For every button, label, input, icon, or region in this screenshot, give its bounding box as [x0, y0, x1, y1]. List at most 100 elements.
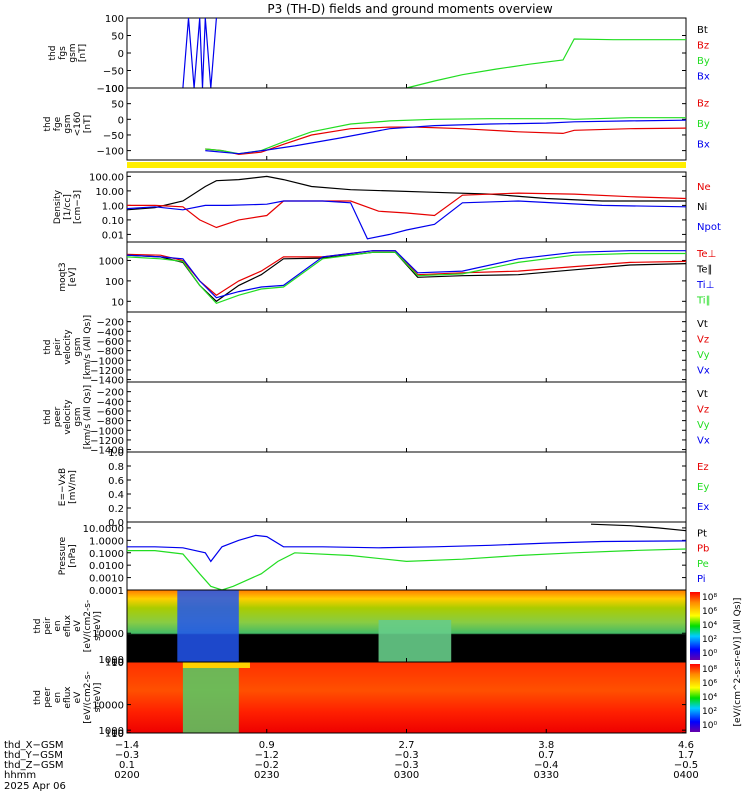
ytick-label-p9: 100: [105, 658, 124, 669]
xaxis-tick-value: 0200: [114, 770, 139, 781]
ylabel-p6: [km/s (All Qs)]: [83, 385, 93, 449]
xaxis-tick-value: 0.7: [538, 750, 554, 761]
legend-p3: Ni: [697, 202, 707, 213]
ylabel-p1: fgs: [58, 46, 68, 60]
ytick-label-p8: 0.1000: [89, 549, 124, 560]
ylabel-p10: en: [53, 692, 63, 703]
xaxis-tick-value: 0230: [254, 770, 279, 781]
ylabel-p10: thd: [33, 690, 43, 705]
ylabel-p5: [km/s (All Qs)]: [83, 315, 93, 379]
xaxis-tick-value: 1.7: [678, 750, 694, 761]
xaxis-tick-value: −0.5: [674, 760, 698, 771]
xaxis-row-label: thd_X−GSM: [4, 740, 64, 751]
legend-p8: Pb: [697, 544, 709, 555]
ytick-label-p3: 100.00: [89, 172, 124, 183]
ytick-label-p8: 0.0001: [89, 586, 124, 597]
ylabel-p8: [nPa]: [68, 544, 78, 567]
figure-title: P3 (TH-D) fields and ground moments over…: [267, 2, 552, 16]
ytick-label-p7: 0.8: [108, 462, 124, 473]
ytick-label-p2: 0: [118, 115, 124, 126]
ylabel-p9: sr-eV)]: [93, 611, 103, 641]
colorbar-tick: 10⁶: [702, 607, 717, 617]
ylabel-p9: eflux: [63, 614, 73, 637]
series-p8-Pt: [590, 523, 687, 532]
ytick-label-p6: −600: [97, 407, 124, 418]
xaxis-row-label: hhmm: [4, 770, 36, 781]
legend-p8: Pe: [697, 559, 709, 570]
ylabel-p2: <160: [73, 111, 83, 136]
ytick-label-p5: −800: [97, 347, 124, 358]
xaxis-tick-value: −0.3: [394, 760, 418, 771]
colorbar-tick: 10⁴: [702, 693, 717, 703]
xaxis-tick-value: −1.4: [115, 740, 139, 751]
ytick-label-p4: 100: [105, 277, 124, 288]
colorbar-tick: 10²: [702, 635, 717, 645]
ylabel-p3: [cm−3]: [73, 190, 83, 224]
xaxis-tick-value: 0.1: [119, 760, 135, 771]
xaxis-tick-value: 3.8: [538, 740, 554, 751]
ytick-label-p10: 100: [105, 729, 124, 740]
colorbar: 10⁸ 10⁶ 10⁴ 10² 10⁰ 10⁸ 10⁶ 10⁴ 10² 10⁰ [eV/(cm^2-…: [690, 592, 743, 732]
ytick-label-p8: 0.0010: [89, 574, 124, 585]
ylabel-p10: eflux: [63, 686, 73, 709]
series-p4-Ti∥: [126, 251, 686, 304]
panel-frame-p4: [126, 241, 687, 313]
legend-p5: Vz: [697, 334, 709, 345]
xaxis-tick-value: −0.4: [534, 760, 558, 771]
spectrogram-burst: [177, 590, 239, 662]
xaxis-tick-value: 0300: [394, 770, 419, 781]
legend-p5: Vy: [697, 350, 710, 361]
legend-p4: Te⊥: [696, 249, 716, 260]
xaxis-tick-value: 4.6: [678, 740, 694, 751]
xaxis-tick-value: 0400: [673, 770, 698, 781]
ytick-label-p8: 0.0100: [89, 561, 124, 572]
ytick-label-p7: 0.6: [108, 476, 124, 487]
ytick-label-p6: −1400: [90, 446, 124, 457]
series-p4-Te∥: [126, 251, 687, 303]
ytick-label-p3: 1.00: [102, 201, 124, 212]
ytick-label-p7: 0.2: [108, 504, 124, 515]
colorbar-tick: 10⁰: [702, 721, 717, 731]
ytick-label-p6: −1000: [90, 426, 124, 437]
ylabel-p7: [mV/m]: [68, 470, 78, 504]
legend-p1: Bt: [697, 25, 708, 36]
legend-p8: Pt: [697, 529, 707, 540]
legend-p1: Bx: [697, 72, 710, 83]
legend-p6: Vy: [697, 420, 710, 431]
ylabel-p10: sr-eV)]: [93, 683, 103, 713]
colorbar-label: [eV/(cm^2-s-sr-eV)] (All Qs)]: [733, 598, 743, 727]
legend-p5: Vx: [697, 366, 710, 377]
ytick-label-p5: −400: [97, 327, 124, 338]
series-p8-Pi: [127, 534, 687, 563]
colorbar-top: [690, 592, 700, 660]
panel-p3: 100.00 10.00 1.00 0.10 0.01 Density [1/cc] [cm−…: [53, 171, 721, 243]
ytick-label-p1: 100: [105, 14, 124, 25]
series-p4-Ti⊥: [126, 250, 686, 299]
ylabel-p3: [1/cc]: [63, 194, 73, 220]
ytick-label-p3: 0.10: [102, 216, 124, 227]
ytick-label-p10: 10: [111, 729, 124, 740]
ytick-label-p3: 10.00: [95, 187, 124, 198]
legend-p6: Vt: [697, 389, 708, 400]
ytick-label-p5: −1200: [90, 366, 124, 377]
xaxis-tick-value: −0.3: [394, 750, 418, 761]
ytick-label-p6: −200: [97, 388, 124, 399]
legend-p2: By: [697, 119, 710, 130]
legend-p2: Bz: [697, 98, 709, 109]
panel-frame-p1: [126, 17, 687, 89]
legend-p6: Vz: [697, 404, 709, 415]
spectrogram-plume: [378, 620, 452, 662]
panel-p7: 1.0 0.8 0.6 0.4 0.2 0.0 E=−VxB [mV/m] Ez Ey Ex: [58, 448, 709, 529]
ytick-label-p2: −50: [103, 131, 124, 142]
panel-frame-p5: [126, 311, 687, 383]
colorbar-bottom: [690, 664, 700, 732]
ylabel-p1: thd: [48, 46, 58, 61]
ylabel-p8: Pressure: [58, 536, 68, 575]
quality-bar: [127, 162, 686, 168]
series-p1-By: [406, 38, 686, 89]
panel-frame-p6: [126, 381, 687, 453]
ylabel-p2: [nT]: [83, 115, 93, 133]
ytick-label-p10: 10000: [92, 701, 124, 712]
